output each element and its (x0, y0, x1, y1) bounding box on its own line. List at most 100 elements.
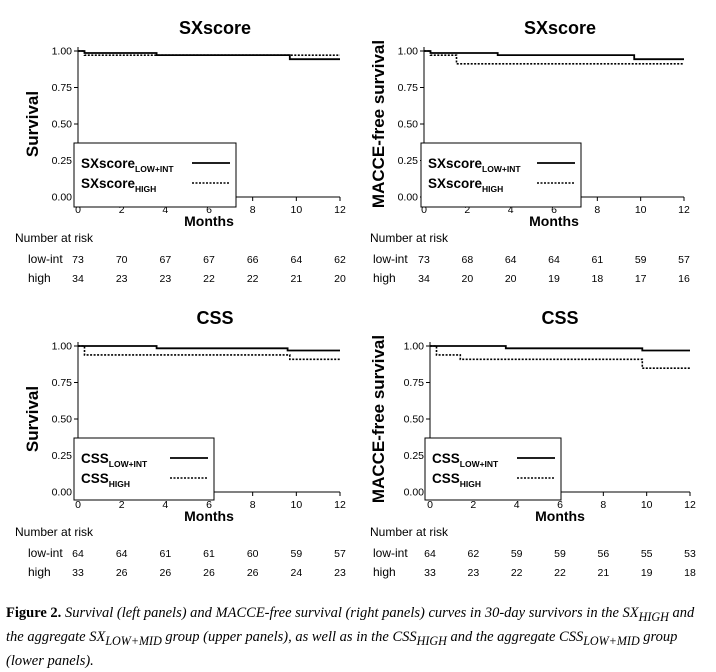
x-tick-label: 12 (678, 204, 690, 216)
risk-value: 61 (591, 254, 603, 266)
survival-curve-low-int (430, 345, 690, 352)
x-tick-label: 10 (290, 499, 302, 511)
risk-table: Number at risk low-int 64 64 61 61 60 59 57 high 3… (15, 525, 346, 579)
risk-value: 23 (467, 567, 479, 579)
x-tick-label: 6 (206, 204, 212, 216)
legend: SXscoreLOW+INT SXscoreHIGH (73, 142, 237, 208)
risk-value: 64 (424, 548, 436, 560)
risk-value: 68 (461, 254, 473, 266)
risk-value: 67 (203, 254, 215, 266)
y-axis-label: Survival (23, 386, 42, 452)
risk-value: 73 (72, 254, 84, 266)
x-tick-label: 10 (641, 499, 653, 511)
risk-value: 66 (247, 254, 259, 266)
risk-value: 23 (159, 273, 171, 285)
km-panel-4: CSS MACCE-free survival 0.00 0.25 0.50 0.75 1.… (369, 308, 696, 579)
y-tick-label: 0.25 (52, 155, 73, 167)
risk-value: 62 (467, 548, 479, 560)
risk-value: 64 (72, 548, 84, 560)
caption-text: Survival (left panels) and MACCE-free su… (6, 605, 695, 669)
y-tick-label: 1.00 (398, 46, 419, 58)
risk-value: 17 (635, 273, 647, 285)
legend-box (73, 437, 215, 501)
figure-caption: Figure 2. Survival (left panels) and MAC… (6, 603, 710, 671)
y-tick-label: 0.00 (398, 192, 419, 204)
risk-table-header: Number at risk (370, 231, 449, 245)
x-tick-label: 0 (75, 204, 81, 216)
risk-row-label: high (373, 565, 396, 579)
risk-table-header: Number at risk (15, 231, 94, 245)
risk-value: 26 (116, 567, 128, 579)
y-axis-label: MACCE-free survival (369, 335, 388, 503)
risk-row-label: low-int (373, 546, 408, 560)
x-tick-label: 0 (427, 499, 433, 511)
x-tick-label: 2 (119, 499, 125, 511)
legend-entry-label: SXscoreHIGH (428, 176, 503, 194)
y-tick-label: 0.50 (398, 119, 419, 131)
y-tick-label: 0.25 (398, 155, 419, 167)
risk-row-label: high (28, 565, 51, 579)
risk-value: 23 (334, 567, 346, 579)
risk-value: 59 (511, 548, 523, 560)
y-tick-label: 1.00 (52, 46, 73, 58)
risk-value: 60 (247, 548, 259, 560)
survival-curve-high (430, 345, 690, 370)
legend: SXscoreLOW+INT SXscoreHIGH (420, 142, 582, 208)
risk-value: 57 (334, 548, 346, 560)
panel-title: SXscore (179, 18, 251, 38)
y-tick-label: 0.75 (52, 82, 73, 94)
y-tick-label: 0.75 (398, 82, 419, 94)
x-axis-label: Months (184, 213, 234, 229)
risk-value: 64 (116, 548, 128, 560)
x-tick-label: 10 (635, 204, 647, 216)
y-tick-label: 0.00 (52, 487, 73, 499)
survival-curve-high (424, 50, 684, 65)
survival-curve-low-int (78, 50, 340, 61)
x-tick-label: 4 (162, 499, 168, 511)
risk-value: 62 (334, 254, 346, 266)
x-tick-label: 8 (250, 499, 256, 511)
legend-entry-label: CSSHIGH (432, 471, 481, 489)
risk-value: 59 (554, 548, 566, 560)
y-tick-label: 0.75 (404, 377, 425, 389)
x-tick-label: 12 (684, 499, 696, 511)
x-tick-label: 2 (470, 499, 476, 511)
risk-value: 64 (505, 254, 517, 266)
risk-value: 26 (247, 567, 259, 579)
legend: CSSLOW+INT CSSHIGH (424, 437, 562, 501)
risk-value: 20 (505, 273, 517, 285)
x-tick-label: 0 (75, 499, 81, 511)
risk-value: 19 (548, 273, 560, 285)
risk-value: 34 (418, 273, 430, 285)
risk-value: 18 (591, 273, 603, 285)
risk-value: 55 (641, 548, 653, 560)
survival-curve-high (78, 345, 340, 361)
risk-value: 21 (290, 273, 302, 285)
risk-value: 61 (203, 548, 215, 560)
y-tick-label: 0.50 (404, 414, 425, 426)
y-tick-label: 0.25 (52, 450, 73, 462)
x-tick-label: 4 (514, 499, 520, 511)
legend-entry-label: SXscoreHIGH (81, 176, 156, 194)
risk-value: 26 (203, 567, 215, 579)
risk-value: 33 (72, 567, 84, 579)
risk-table-header: Number at risk (370, 525, 449, 539)
risk-table-header: Number at risk (15, 525, 94, 539)
y-tick-label: 0.00 (404, 487, 425, 499)
legend-entry-label: CSSLOW+INT (432, 451, 499, 469)
x-tick-label: 8 (250, 204, 256, 216)
panel-title: CSS (541, 308, 578, 328)
risk-value: 22 (554, 567, 566, 579)
legend-entry-label: CSSHIGH (81, 471, 130, 489)
risk-table: Number at risk low-int 64 62 59 59 56 55 53 high 3… (370, 525, 696, 579)
risk-row-label: low-int (373, 252, 408, 266)
risk-value: 59 (635, 254, 647, 266)
risk-row-label: low-int (28, 546, 63, 560)
risk-value: 34 (72, 273, 84, 285)
x-tick-label: 6 (551, 204, 557, 216)
risk-value: 53 (684, 548, 696, 560)
risk-value: 18 (684, 567, 696, 579)
legend-box (424, 437, 562, 501)
risk-value: 16 (678, 273, 690, 285)
